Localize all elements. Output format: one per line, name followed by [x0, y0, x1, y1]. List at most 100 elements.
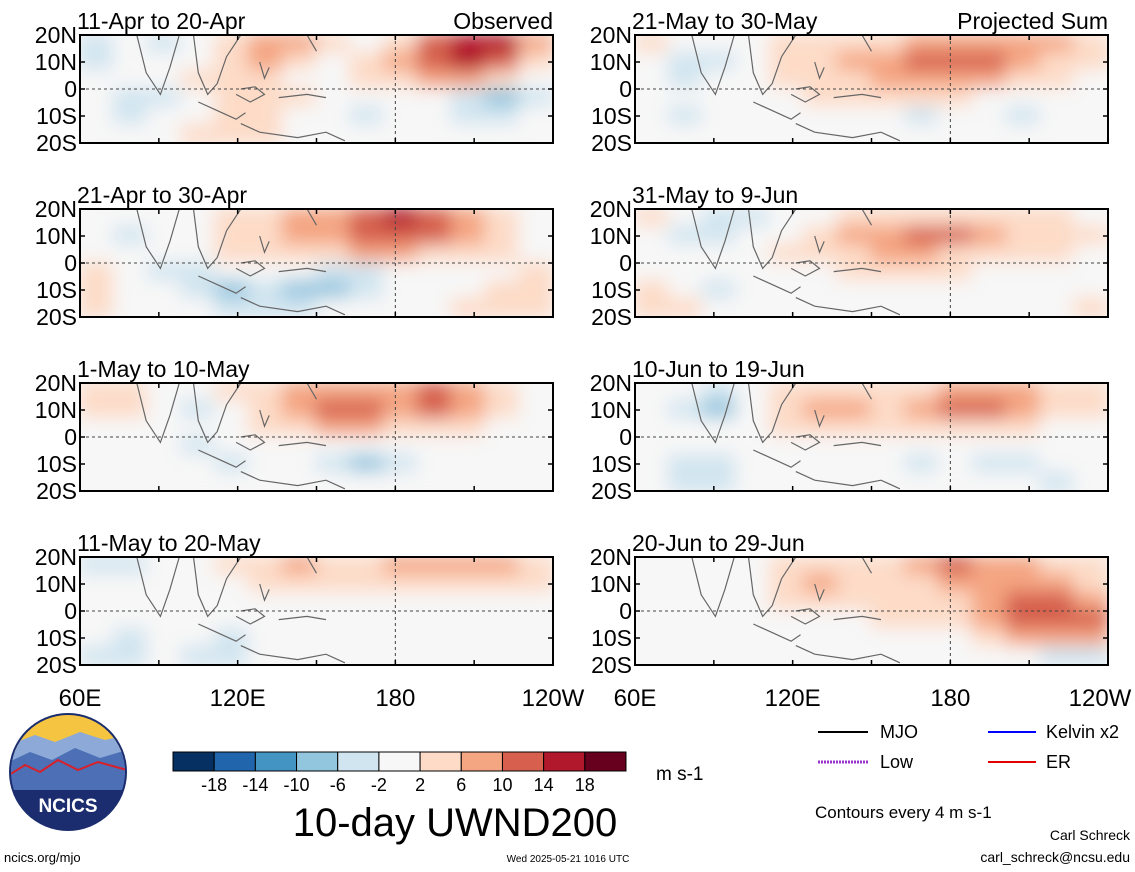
heat-cell — [180, 646, 217, 665]
heat-cell — [769, 418, 805, 438]
heat-cell — [971, 436, 1008, 456]
heat-cell — [383, 383, 419, 402]
heat-cell — [701, 610, 738, 630]
heat-cell — [281, 557, 318, 576]
heat-cell — [484, 226, 521, 246]
heat-cell — [484, 88, 521, 108]
heat-cell — [635, 106, 670, 126]
heat-cell — [836, 70, 873, 90]
heat-cell — [383, 35, 419, 54]
heat-cell — [802, 574, 839, 594]
colorbar-swatch — [172, 751, 215, 772]
heat-cell — [383, 436, 419, 456]
heat-cell — [281, 124, 318, 143]
heat-cell — [315, 106, 352, 126]
heat-cell — [112, 70, 149, 90]
y-tick-label: 10N — [590, 571, 632, 597]
heat-cell — [870, 70, 907, 90]
heat-cell — [383, 472, 419, 491]
coastline — [259, 409, 270, 428]
heat-cell — [484, 244, 521, 264]
heat-cell — [735, 106, 772, 126]
y-tick-label: 0 — [619, 424, 632, 450]
heat-cell — [836, 610, 873, 630]
heat-cell — [450, 418, 487, 438]
heat-cell — [904, 280, 941, 300]
heat-cell — [214, 383, 250, 402]
colorbar-swatch — [460, 751, 503, 772]
heat-cell — [971, 646, 1008, 665]
heat-cell — [802, 418, 839, 438]
heat-cell — [1073, 400, 1108, 420]
y-tick-label: 20S — [36, 652, 77, 678]
heat-cell — [701, 418, 738, 438]
heat-cell — [383, 628, 419, 648]
heat-cell — [450, 592, 487, 612]
heat-cell — [1073, 106, 1108, 126]
heat-cell — [315, 209, 352, 228]
heat-cell — [904, 472, 941, 491]
y-tick-label: 10S — [591, 277, 632, 303]
heat-cell — [383, 70, 419, 90]
heat-cell — [484, 574, 521, 594]
heat-cell — [667, 383, 704, 402]
coastline — [198, 449, 246, 468]
heat-cell — [1039, 262, 1076, 282]
coastline — [753, 623, 801, 642]
coastline — [136, 383, 180, 444]
heat-cell — [281, 226, 318, 246]
heat-cell — [484, 383, 521, 402]
heat-cell — [80, 106, 115, 126]
heat-cell — [667, 454, 704, 474]
heat-cell — [938, 35, 974, 54]
heat-cell — [870, 88, 907, 108]
heat-cell — [938, 298, 974, 317]
heat-cell — [802, 70, 839, 90]
heat-cell — [247, 244, 284, 264]
colorbar-tick-label: -2 — [371, 775, 387, 795]
coastline — [814, 409, 825, 428]
heat-cell — [1039, 244, 1076, 264]
coastline — [861, 557, 873, 574]
heat-cell — [802, 383, 839, 402]
heat-cell — [349, 244, 386, 264]
heat-cell — [1039, 418, 1076, 438]
coastline — [814, 235, 825, 254]
heat-cell — [938, 52, 974, 72]
heat-cell — [971, 472, 1008, 491]
colorbar-swatch — [296, 751, 339, 772]
heat-cell — [870, 472, 907, 491]
heat-cell — [281, 472, 318, 491]
heat-cell — [247, 35, 284, 54]
heat-cell — [80, 454, 115, 474]
heat-cell — [1073, 262, 1108, 282]
heat-cell — [247, 106, 284, 126]
heat-cell — [146, 52, 183, 72]
heat-cell — [667, 472, 704, 491]
legend-label-mjo: MJO — [880, 722, 918, 742]
x-tick-label: 180 — [375, 685, 415, 712]
heat-cell — [667, 298, 704, 317]
heat-cell — [180, 70, 217, 90]
heat-cell — [870, 557, 907, 576]
heat-cell — [1073, 244, 1108, 264]
heat-cell — [112, 472, 149, 491]
y-tick-label: 20N — [35, 544, 77, 570]
heat-cell — [80, 628, 115, 648]
heat-cell — [904, 52, 941, 72]
heat-cell — [635, 88, 670, 108]
heat-cell — [938, 592, 974, 612]
heat-cell — [667, 52, 704, 72]
heat-cell — [214, 52, 250, 72]
heat-cell — [904, 418, 941, 438]
heat-cell — [938, 418, 974, 438]
heat-cell — [315, 646, 352, 665]
heat-cell — [383, 610, 419, 630]
heat-cell — [214, 454, 250, 474]
colorbar-tick-label: 10 — [492, 775, 512, 795]
heat-cell — [214, 574, 250, 594]
heat-cell — [635, 35, 670, 54]
heat-cell — [80, 400, 115, 420]
heat-cell — [80, 418, 115, 438]
